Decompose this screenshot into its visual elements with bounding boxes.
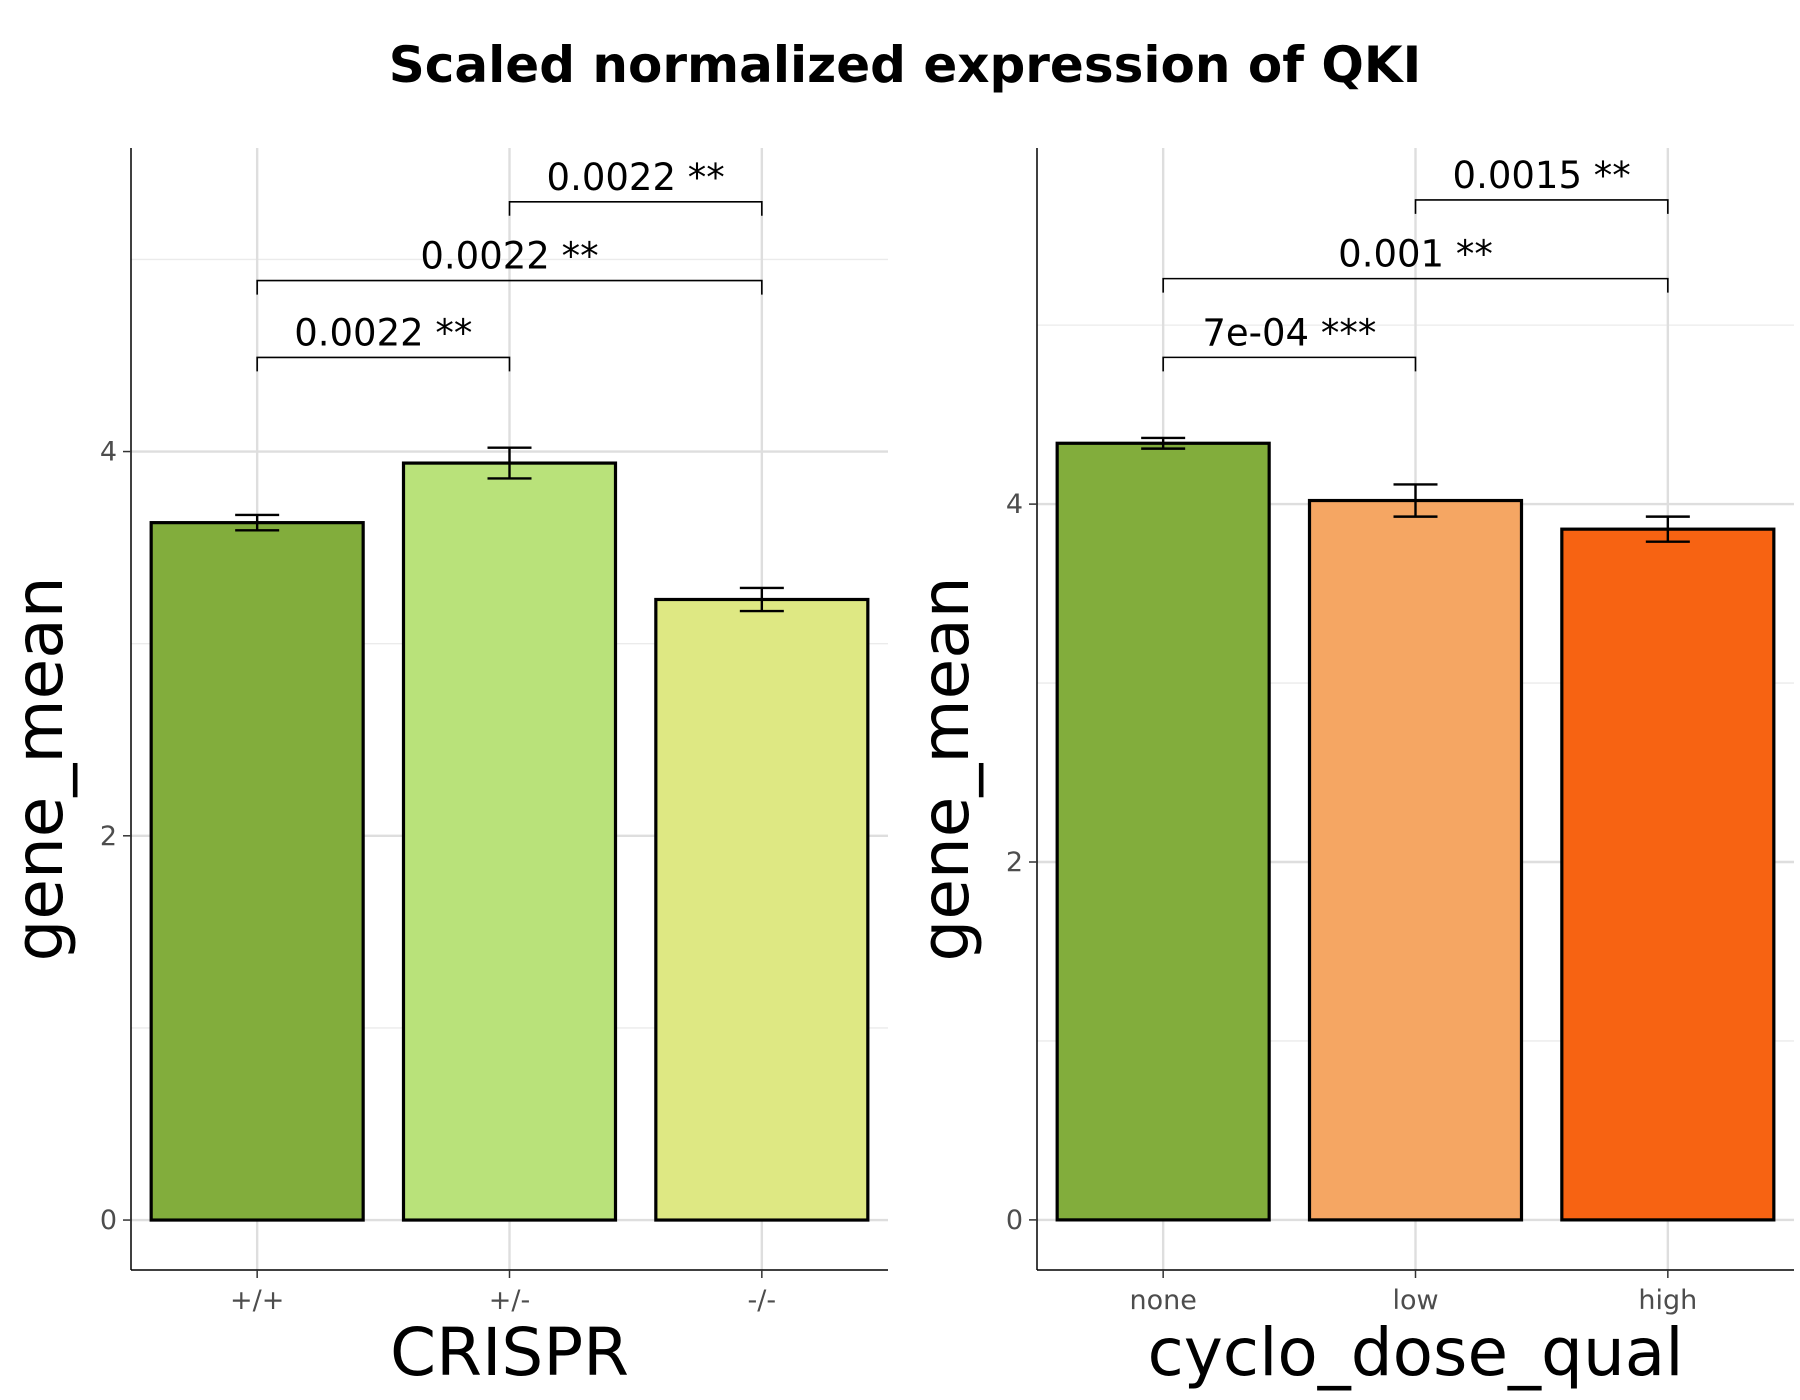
y-tick-label: 2 [1006,847,1023,878]
y-tick-label: 4 [100,437,117,468]
error-bar [1393,483,1438,518]
y-tick-label: 0 [1006,1205,1023,1236]
significance-label: 0.001 ** [1338,233,1493,276]
significance-label: 0.0022 ** [547,156,725,199]
figure-title: Scaled normalized expression of QKI [389,36,1421,94]
x-tick-label: low [1392,1285,1438,1316]
y-axis-title: gene_mean [1,576,78,961]
error-bar [487,446,532,480]
y-tick-label: 4 [1006,489,1023,520]
significance-bracket [1162,356,1417,372]
y-axis-title: gene_mean [907,576,984,961]
x-tick-label: high [1638,1285,1697,1316]
y-tick-label: 0 [100,1205,117,1236]
x-tick-label: +/+ [230,1285,284,1316]
error-bar [235,513,280,532]
significance-bracket [1162,277,1669,293]
x-tick-label: -/- [748,1285,777,1316]
bar--/- [654,597,870,1222]
y-tick-label: 2 [100,821,117,852]
bar-low [1307,498,1524,1222]
x-tick-label: none [1129,1285,1196,1316]
cyclo-dose-panel: 0 2 4 none low high 7e-04 *** 0.001 ** 0.0015 **… [907,148,1794,1391]
x-axis-title: CRISPR [390,1314,629,1391]
crispr-panel: 0 2 4 +/+ +/- -/- 0.0022 ** 0.0022 ** 0.0022 ** C… [1,148,888,1391]
significance-label: 0.0022 ** [294,311,472,354]
significance-label: 7e-04 *** [1202,311,1376,354]
bar-none [1055,441,1271,1222]
significance-bracket [256,279,763,295]
error-bar [1141,436,1186,450]
error-bar [739,586,784,613]
x-tick-label: +/- [489,1285,530,1316]
bar-high [1560,527,1776,1222]
significance-bracket [1414,199,1669,214]
significance-bracket [508,200,763,216]
x-axis-title: cyclo_dose_qual [1147,1314,1683,1391]
bar-+/- [401,461,618,1222]
significance-bracket [256,356,511,372]
bar-+/+ [149,521,365,1222]
significance-label: 0.0015 ** [1453,154,1631,197]
error-bar [1645,515,1690,543]
significance-label: 0.0022 ** [420,235,598,278]
